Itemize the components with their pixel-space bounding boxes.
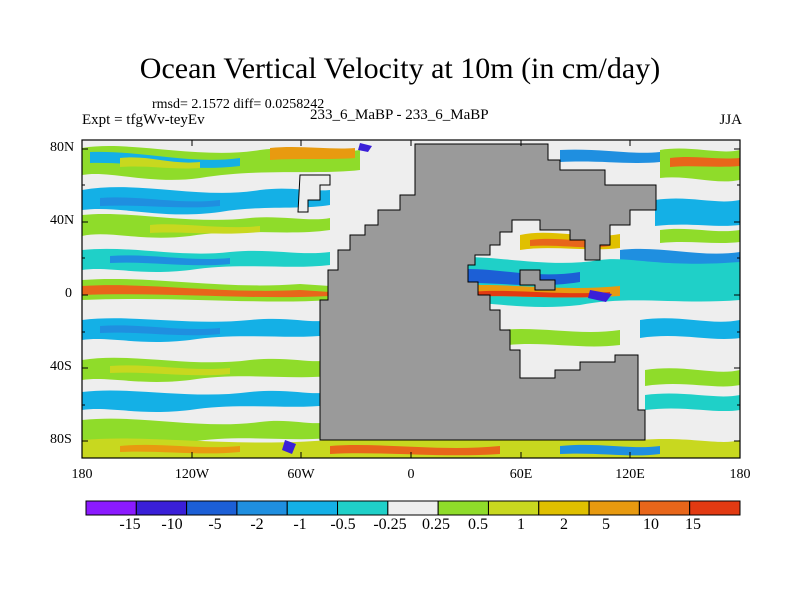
colorbar-label: -15 — [119, 516, 141, 533]
colorbar-label: 2 — [560, 516, 568, 533]
colorbar-swatch — [487, 500, 540, 516]
lat-label-40s: 40S — [50, 359, 72, 374]
lat-ticks — [82, 148, 740, 442]
lon-label-120w: 120W — [174, 467, 210, 482]
colorbar-swatch — [85, 500, 137, 516]
season-label: JJA — [719, 112, 742, 128]
colorbar-swatch — [186, 500, 238, 516]
colorbar-swatch — [337, 500, 389, 516]
island-landmask — [519, 269, 556, 291]
map-title: Ocean Vertical Velocity at 10m (in cm/da… — [139, 52, 661, 85]
colorbar-swatch — [588, 500, 640, 516]
continent-landmask — [319, 143, 657, 441]
colorbar-swatch — [538, 500, 590, 516]
colorbar-swatch — [689, 500, 741, 516]
colorbar-label: 15 — [685, 516, 701, 533]
lat-label-80n: 80N — [50, 140, 75, 155]
comparison-label: 233_6_MaBP - 233_6_MaBP — [310, 107, 489, 123]
velocity-field — [82, 143, 740, 458]
colorbar-swatch — [387, 500, 439, 516]
colorbar-label: -5 — [208, 516, 222, 533]
lon-label-60e: 60E — [509, 467, 533, 482]
colorbar-label: 5 — [602, 516, 610, 533]
colorbar-label: -2 — [250, 516, 264, 533]
colorbar-label: 10 — [643, 516, 659, 533]
lon-label-60w: 60W — [287, 467, 315, 482]
lat-label-80s: 80S — [50, 432, 72, 447]
colorbar-swatch — [437, 500, 489, 516]
colorbar-label: -0.25 — [373, 516, 407, 533]
lon-label-0: 0 — [407, 467, 415, 482]
lat-label-40n: 40N — [50, 213, 75, 228]
colorbar-swatch — [638, 500, 691, 516]
colorbar — [85, 500, 741, 516]
rmsd-diff-stats: rmsd= 2.1572 diff= 0.0258242 — [152, 97, 325, 112]
coast-outline — [297, 174, 331, 213]
colorbar-label: 1 — [517, 516, 525, 533]
experiment-label: Expt = tfgWv-teyEv — [82, 112, 205, 128]
map-plot-area — [82, 140, 740, 458]
colorbar-label: 0.25 — [422, 516, 450, 533]
colorbar-label: -1 — [293, 516, 307, 533]
colorbar-label: -0.5 — [330, 516, 356, 533]
lon-label-180w: 180 — [71, 467, 93, 482]
lon-label-180e: 180 — [729, 467, 751, 482]
colorbar-label: -10 — [161, 516, 183, 533]
colorbar-swatch — [286, 500, 339, 516]
colorbar-swatch — [135, 500, 188, 516]
colorbar-swatch — [236, 500, 288, 516]
lat-label-0: 0 — [65, 286, 72, 301]
lon-label-120e: 120E — [615, 467, 645, 482]
colorbar-label: 0.5 — [468, 516, 488, 533]
lon-ticks — [81, 140, 741, 458]
